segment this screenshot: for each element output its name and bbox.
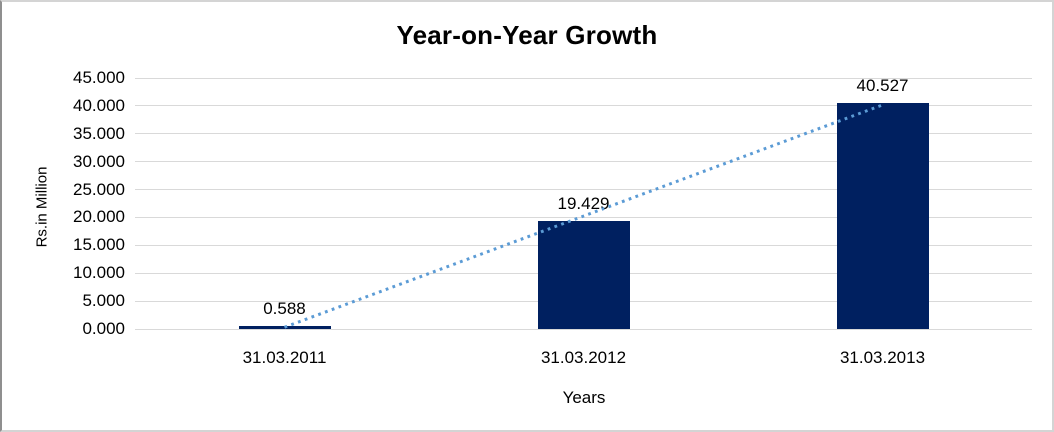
y-tick-label: 25.000: [73, 179, 125, 199]
trendline: [283, 103, 884, 329]
gridline: [135, 105, 1032, 107]
y-tick-label: 15.000: [73, 235, 125, 255]
bar-value-label: 40.527: [856, 75, 909, 95]
plot-area: 0.588 19.429 40.527: [135, 75, 1032, 330]
bar-31.03.2011: [238, 325, 331, 329]
x-tick-label: 31.03.2011: [242, 348, 327, 367]
y-tick-label: 5.000: [82, 291, 125, 311]
gridline: [135, 133, 1032, 135]
y-tick-label: 20.000: [73, 207, 125, 227]
y-tick-label: 45.000: [73, 68, 125, 87]
y-tick-label: 0.000: [82, 319, 125, 338]
x-tick-label: 31.03.2013: [839, 348, 926, 367]
bar-31.03.2013: [836, 102, 929, 329]
x-tick-label: 31.03.2012: [540, 348, 627, 367]
bar-31.03.2012: [537, 220, 630, 329]
gridline: [135, 189, 1032, 191]
y-tick-label: 40.000: [73, 95, 125, 115]
bar-value-label: 0.588: [263, 298, 306, 318]
bar-value-label: 19.429: [557, 193, 610, 213]
x-axis-title: Years: [562, 388, 606, 407]
y-tick-label: 30.000: [73, 151, 125, 171]
chart-title: Year-on-Year Growth: [396, 20, 658, 50]
gridline: [135, 328, 1032, 330]
gridline: [135, 161, 1032, 163]
y-tick-label: 10.000: [73, 263, 125, 283]
y-tick-label: 35.000: [73, 123, 125, 143]
gridline: [135, 77, 1032, 79]
